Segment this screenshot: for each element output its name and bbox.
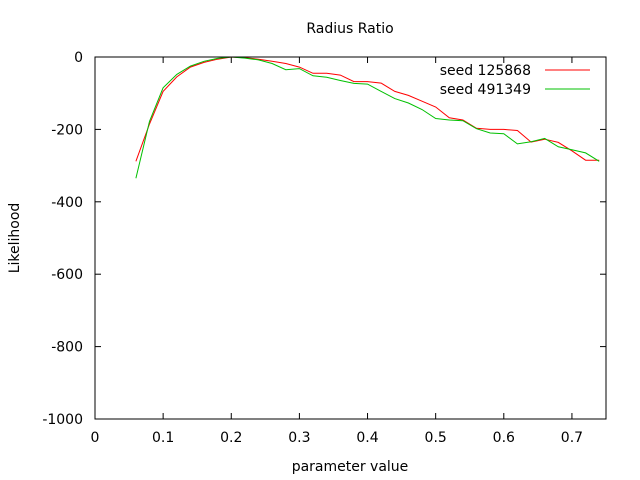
y-tick-label: -400 bbox=[51, 195, 83, 211]
x-tick-label: 0.7 bbox=[561, 430, 583, 446]
y-axis-label: Likelihood bbox=[7, 203, 23, 274]
x-tick-label: 0 bbox=[91, 430, 100, 446]
legend: seed 125868 seed 491349 bbox=[440, 63, 590, 98]
chart-title: Radius Ratio bbox=[306, 21, 393, 37]
y-tick-label: -800 bbox=[51, 340, 83, 356]
y-tick-label: -200 bbox=[51, 122, 83, 138]
x-tick-label: 0.6 bbox=[493, 430, 515, 446]
x-tick-label: 0.3 bbox=[288, 430, 310, 446]
y-tick-label: -1000 bbox=[42, 412, 83, 428]
series-line-1 bbox=[135, 56, 600, 162]
x-tick-label: 0.1 bbox=[152, 430, 174, 446]
plot-frame bbox=[94, 56, 607, 420]
x-tick-label: 0.2 bbox=[220, 430, 242, 446]
y-tick-label: 0 bbox=[74, 50, 83, 66]
axis-ticks: 0 0.1 0.2 0.3 0.4 0.5 0.6 0.7 0 -200 -400 -600 -800 -… bbox=[42, 50, 606, 446]
series-group bbox=[135, 56, 600, 179]
x-tick-label: 0.4 bbox=[356, 430, 378, 446]
legend-label-2: seed 491349 bbox=[440, 82, 531, 98]
y-tick-label: -600 bbox=[51, 267, 83, 283]
x-tick-label: 0.5 bbox=[425, 430, 447, 446]
x-axis-label: parameter value bbox=[292, 459, 409, 475]
series-line-2 bbox=[135, 56, 600, 179]
legend-label-1: seed 125868 bbox=[440, 63, 531, 79]
